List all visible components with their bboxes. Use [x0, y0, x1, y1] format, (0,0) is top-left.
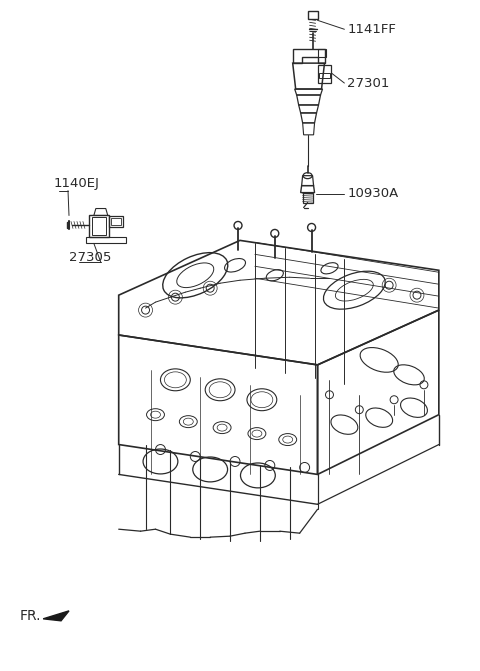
Bar [318, 65, 332, 83]
Text: 1140EJ: 1140EJ [53, 177, 99, 190]
Text: FR.: FR. [19, 609, 41, 623]
Bar [318, 49, 325, 57]
Bar [92, 217, 106, 236]
Bar [319, 73, 330, 78]
Text: 1141FF: 1141FF [348, 23, 396, 36]
Bar [308, 11, 318, 19]
Bar [111, 219, 120, 225]
Polygon shape [43, 611, 69, 621]
Text: 27301: 27301 [348, 76, 390, 89]
Text: 10930A: 10930A [348, 187, 398, 200]
Text: 27305: 27305 [69, 251, 111, 264]
